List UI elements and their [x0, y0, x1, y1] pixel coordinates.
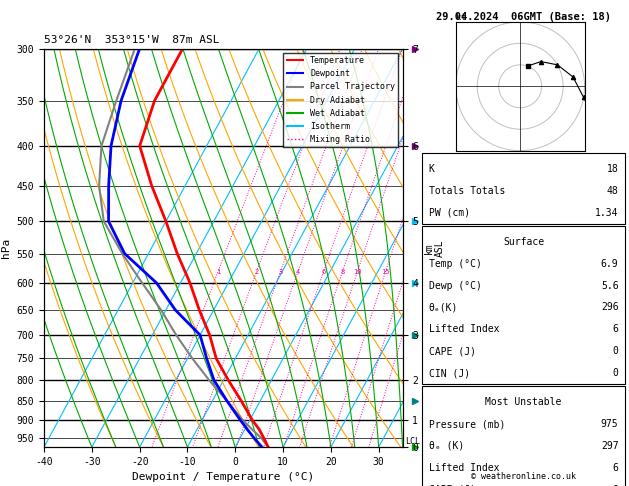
- Text: LCL: LCL: [405, 437, 420, 446]
- Text: CAPE (J): CAPE (J): [429, 485, 476, 486]
- Text: 29.04.2024  06GMT (Base: 18): 29.04.2024 06GMT (Base: 18): [436, 12, 611, 22]
- Text: Dewp (°C): Dewp (°C): [429, 280, 482, 291]
- Y-axis label: km
ASL: km ASL: [424, 239, 445, 257]
- Text: 0: 0: [613, 368, 618, 378]
- Text: 297: 297: [601, 441, 618, 451]
- Text: Lifted Index: Lifted Index: [429, 463, 499, 473]
- Text: 6: 6: [613, 463, 618, 473]
- Text: 48: 48: [607, 186, 618, 196]
- Text: 296: 296: [601, 302, 618, 312]
- Text: θₑ(K): θₑ(K): [429, 302, 458, 312]
- Text: © weatheronline.co.uk: © weatheronline.co.uk: [471, 472, 576, 481]
- Text: CAPE (J): CAPE (J): [429, 346, 476, 356]
- Text: 1: 1: [216, 268, 220, 275]
- Text: 0: 0: [613, 346, 618, 356]
- Text: 1.34: 1.34: [595, 208, 618, 218]
- Text: 0: 0: [613, 485, 618, 486]
- Text: Most Unstable: Most Unstable: [486, 397, 562, 407]
- Text: 6: 6: [321, 268, 326, 275]
- Text: Pressure (mb): Pressure (mb): [429, 419, 505, 429]
- Text: 18: 18: [607, 164, 618, 174]
- Text: 6: 6: [613, 324, 618, 334]
- Text: 975: 975: [601, 419, 618, 429]
- Text: 4: 4: [296, 268, 300, 275]
- Y-axis label: hPa: hPa: [1, 238, 11, 258]
- Legend: Temperature, Dewpoint, Parcel Trajectory, Dry Adiabat, Wet Adiabat, Isotherm, Mi: Temperature, Dewpoint, Parcel Trajectory…: [284, 53, 398, 147]
- Text: Surface: Surface: [503, 237, 544, 247]
- Text: 2: 2: [255, 268, 259, 275]
- Text: Lifted Index: Lifted Index: [429, 324, 499, 334]
- Text: 53°26'N  353°15'W  87m ASL: 53°26'N 353°15'W 87m ASL: [44, 35, 220, 45]
- Text: Totals Totals: Totals Totals: [429, 186, 505, 196]
- Text: PW (cm): PW (cm): [429, 208, 470, 218]
- Text: 6.9: 6.9: [601, 259, 618, 269]
- Text: K: K: [429, 164, 435, 174]
- Text: 3: 3: [278, 268, 282, 275]
- Text: 5.6: 5.6: [601, 280, 618, 291]
- X-axis label: Dewpoint / Temperature (°C): Dewpoint / Temperature (°C): [132, 472, 314, 483]
- Text: CIN (J): CIN (J): [429, 368, 470, 378]
- Text: Temp (°C): Temp (°C): [429, 259, 482, 269]
- Text: kt: kt: [456, 13, 466, 22]
- Text: 10: 10: [353, 268, 362, 275]
- Text: 15: 15: [381, 268, 390, 275]
- Text: 8: 8: [340, 268, 345, 275]
- Text: θₑ (K): θₑ (K): [429, 441, 464, 451]
